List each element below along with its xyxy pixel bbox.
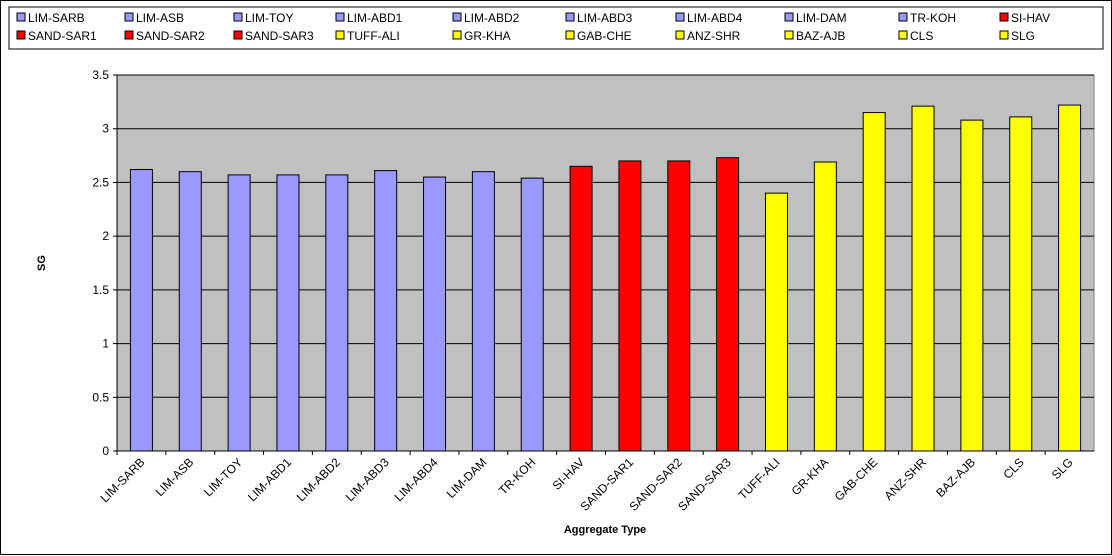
x-tick-label: LIM-ABD4 [392, 455, 441, 504]
legend-swatch [675, 30, 685, 40]
bar-lim-asb [178, 171, 202, 452]
legend-entry: LIM-ABD2 [464, 11, 520, 25]
x-tick-label: LIM-DAM [444, 455, 490, 501]
y-tick-label: 1 [102, 337, 109, 351]
legend-swatch [784, 12, 794, 22]
bar-tr-koh [520, 177, 544, 452]
bar-lim-toy [227, 174, 251, 452]
legend-swatch [16, 30, 26, 40]
legend-entry: GR-KHA [464, 29, 511, 43]
y-tick-label: 2.5 [92, 175, 109, 189]
bar-cls [1009, 116, 1033, 452]
x-tick-label: LIM-SARB [98, 455, 148, 505]
legend-swatch [565, 30, 575, 40]
bar-lim-sarb [129, 169, 153, 452]
y-tick-label: 1.5 [92, 283, 109, 297]
legend-swatch [452, 12, 462, 22]
legend-box [8, 6, 1104, 50]
legend-swatch [16, 12, 26, 22]
bar-lim-abd2 [325, 174, 349, 452]
x-tick-label: GR-KHA [789, 455, 832, 498]
legend-swatch [999, 30, 1009, 40]
y-tick-label: 0.5 [92, 390, 109, 404]
y-tick-label: 3.5 [92, 68, 109, 82]
bar-lim-abd1 [276, 174, 300, 452]
x-tick-label: TUFF-ALI [735, 455, 782, 502]
x-tick-label: CLS [1000, 455, 1026, 481]
x-tick-label: TR-KOH [496, 455, 538, 497]
bar-lim-abd4 [423, 176, 447, 452]
bar-sand-sar3 [716, 157, 740, 452]
bar-slg [1058, 104, 1082, 452]
legend-swatch [784, 30, 794, 40]
legend-entry: GAB-CHE [577, 29, 632, 43]
x-tick-label: BAZ-AJB [933, 455, 978, 500]
legend-swatch [898, 12, 908, 22]
legend-entry: LIM-TOY [245, 11, 293, 25]
bar-gab-che [862, 112, 886, 452]
bar-tuff-ali [764, 192, 788, 452]
legend-swatch [124, 30, 134, 40]
bar-si-hav [569, 165, 593, 452]
axes [113, 74, 1094, 455]
bar-sand-sar1 [618, 160, 642, 452]
legend-swatch [124, 12, 134, 22]
legend-swatch [898, 30, 908, 40]
legend-swatch [565, 12, 575, 22]
y-tick-label: 2 [102, 229, 109, 243]
legend-entry: LIM-DAM [796, 11, 847, 25]
legend-entry: SAND-SAR2 [136, 29, 205, 43]
x-tick-labels: LIM-SARB LIM-ASB LIM-TOY LIM-ABD1 LIM-ABD2 LI… [98, 455, 1076, 514]
y-tick-label: 0 [102, 444, 109, 458]
legend-entry: SI-HAV [1011, 11, 1050, 25]
bars [129, 104, 1082, 452]
legend-swatch [999, 12, 1009, 22]
legend-swatch [452, 30, 462, 40]
legend: LIM-SARB LIM-ASB LIM-TOY LIM-ABD1 LIM-ABD2 LI… [8, 6, 1104, 50]
bar-baz-ajb [960, 119, 984, 452]
legend-swatch [335, 12, 345, 22]
x-tick-label: ANZ-SHR [882, 455, 930, 503]
legend-swatch [233, 12, 243, 22]
legend-entry: TUFF-ALI [347, 29, 400, 43]
legend-entry: LIM-ABD4 [687, 11, 743, 25]
legend-entry: LIM-ABD3 [577, 11, 633, 25]
legend-entry: LIM-ABD1 [347, 11, 403, 25]
legend-entry: ANZ-SHR [687, 29, 741, 43]
x-tick-label: SI-HAV [550, 455, 588, 493]
y-tick-labels: 0 0.5 1 1.5 2 2.5 3 3.5 [92, 68, 109, 458]
bar-gr-kha [813, 161, 837, 452]
legend-entry: SAND-SAR1 [28, 29, 97, 43]
bar-lim-dam [471, 171, 495, 452]
x-tick-label: GAB-CHE [832, 455, 881, 504]
legend-entry: TR-KOH [910, 11, 956, 25]
x-tick-label: LIM-ABD2 [294, 455, 343, 504]
y-axis-label: SG [36, 255, 48, 271]
x-axis-label: Aggregate Type [564, 524, 646, 536]
legend-swatch [233, 30, 243, 40]
x-tick-label: LIM-ASB [153, 455, 197, 499]
x-tick-label: LIM-ABD1 [245, 455, 294, 504]
bar-sand-sar2 [667, 160, 691, 452]
legend-swatch [335, 30, 345, 40]
plot-area [116, 74, 1095, 452]
x-tick-label: LIM-ABD3 [343, 455, 392, 504]
legend-entry: BAZ-AJB [796, 29, 845, 43]
bar-anz-shr [911, 105, 935, 452]
legend-entry: SLG [1011, 29, 1035, 43]
bar-lim-abd3 [374, 170, 398, 452]
legend-swatch [675, 12, 685, 22]
x-tick-label: LIM-TOY [201, 455, 245, 499]
x-tick-label: SAND-SAR3 [675, 455, 734, 514]
legend-entry: SAND-SAR3 [245, 29, 314, 43]
y-tick-label: 3 [102, 122, 109, 136]
legend-entry: CLS [910, 29, 933, 43]
legend-entry: LIM-SARB [28, 11, 85, 25]
x-tick-label: SLG [1049, 455, 1076, 482]
legend-entry: LIM-ASB [136, 11, 184, 25]
